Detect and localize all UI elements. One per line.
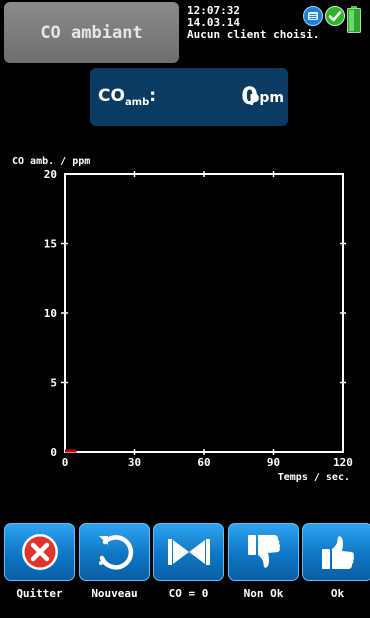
quit-button-face[interactable] [4, 523, 75, 581]
x-tick-label: 0 [62, 456, 69, 469]
refresh-icon [98, 535, 133, 570]
co-reading-unit: ppm [249, 90, 284, 106]
new-button[interactable]: Nouveau [79, 523, 150, 618]
status-info: 12:07:32 14.03.14 Aucun client choisi. [187, 5, 319, 41]
y-tick-label: 5 [50, 377, 57, 390]
quit-button[interactable]: Quitter [4, 523, 75, 618]
co-label-sub: amb [124, 97, 150, 108]
x-axis-label: Temps / sec. [278, 472, 350, 483]
battery-icon [347, 6, 361, 33]
valve-icon [167, 539, 210, 565]
thumbs-up-icon [321, 536, 354, 569]
clock-time: 12:07:32 [187, 4, 240, 17]
close-circle-icon [21, 534, 58, 570]
y-tick-label: 20 [44, 168, 57, 181]
clock-date: 14.03.14 [187, 16, 240, 29]
co-reading-panel: COamb: 0 ppm [90, 68, 288, 126]
check-circle-icon [325, 6, 345, 26]
x-tick-label: 60 [197, 456, 210, 469]
new-button-face[interactable] [79, 523, 150, 581]
x-tick-label: 30 [128, 456, 141, 469]
plot-frame [64, 173, 344, 453]
co-zero-button-face[interactable] [153, 523, 224, 581]
not-ok-button-face[interactable] [228, 523, 299, 581]
status-icons [303, 6, 361, 33]
thumbs-down-icon [247, 535, 280, 568]
co-trend-chart: CO amb. / ppm Temps / sec. 0 30 60 90 120 0 5 10 1… [12, 156, 353, 483]
quit-label: Quitter [16, 587, 63, 600]
not-ok-button[interactable]: Non Ok [228, 523, 299, 618]
client-status: Aucun client choisi. [187, 28, 320, 41]
co-label-main: CO [98, 86, 125, 106]
co-zero-label: CO = 0 [168, 587, 209, 600]
ok-label: Ok [330, 587, 345, 600]
ok-button-face[interactable] [302, 523, 370, 581]
printer-icon [303, 6, 323, 26]
x-tick-label: 90 [267, 456, 280, 469]
bottom-toolbar: Quitter Nouveau CO = 0 [0, 523, 370, 618]
co-label-suffix: : [149, 86, 157, 106]
co-reading-label: COamb: [98, 86, 157, 108]
mode-title-tab[interactable]: CO ambiant [4, 2, 179, 63]
y-tick-label: 10 [44, 307, 57, 320]
mode-title: CO ambiant [40, 22, 143, 43]
co-reading-value: 0 [241, 82, 258, 110]
x-tick-label: 120 [333, 456, 353, 469]
new-label: Nouveau [91, 587, 138, 600]
co-zero-button[interactable]: CO = 0 [153, 523, 224, 618]
ok-button[interactable]: Ok [302, 523, 370, 618]
y-tick-label: 15 [44, 238, 57, 251]
not-ok-label: Non Ok [243, 587, 284, 600]
y-axis-label: CO amb. / ppm [12, 156, 90, 167]
y-tick-label: 0 [50, 446, 57, 459]
